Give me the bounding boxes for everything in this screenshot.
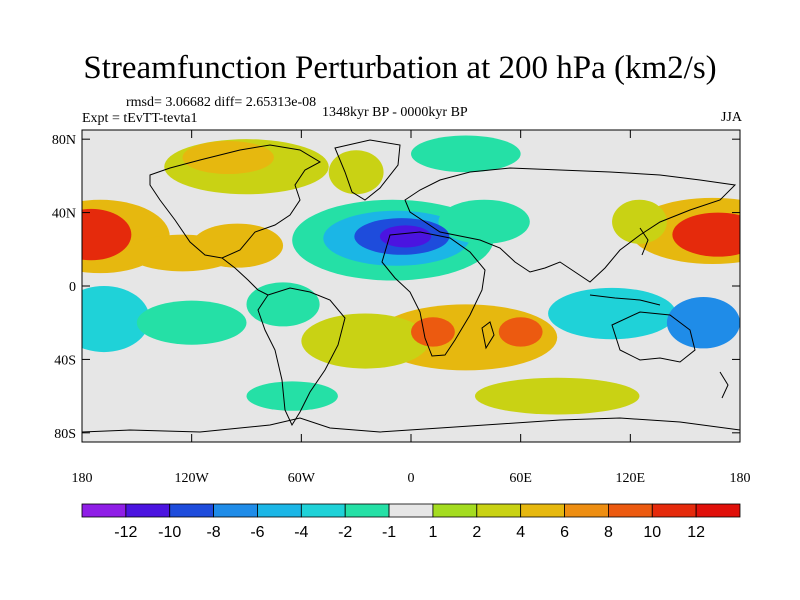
- lon-label: 0: [408, 471, 415, 486]
- lat-label: 40S: [54, 353, 76, 368]
- period-label: 1348kyr BP - 0000kyr BP: [322, 105, 468, 120]
- colorbar-label: -1: [382, 524, 396, 541]
- lon-label: 120W: [175, 471, 210, 486]
- anomaly-n-pacific-west: [82, 208, 132, 261]
- lon-label: 120E: [616, 471, 646, 486]
- colorbar-label: 4: [516, 524, 525, 541]
- colorbar-swatch: [81, 503, 127, 518]
- madagascar-coast: [481, 321, 495, 350]
- colorbar-swatch: [257, 503, 302, 518]
- antarctica-coast: [82, 417, 740, 433]
- colorbar-label: -8: [206, 524, 220, 541]
- anomaly-antarctic-east-low: [612, 408, 722, 439]
- eurasia-coast: [404, 167, 737, 283]
- anomaly-n-africa-low: [438, 199, 530, 244]
- colorbar-label: 1: [428, 524, 437, 541]
- indonesia-coast: [589, 294, 661, 306]
- new-zealand-coast: [719, 371, 729, 399]
- colorbar-label: -2: [338, 524, 352, 541]
- colorbar-label: 2: [472, 524, 481, 541]
- colorbar-label: 6: [560, 524, 569, 541]
- colorbar-swatch: [213, 503, 258, 518]
- south-america-coast: [257, 287, 346, 427]
- anomaly-mexico-high: [191, 223, 284, 268]
- colorbar-label: -6: [250, 524, 264, 541]
- coastlines: [82, 139, 740, 433]
- colorbar-label: 10: [643, 524, 661, 541]
- colorbar-swatch: [476, 503, 522, 518]
- anomaly-s-africa-high-west: [411, 317, 455, 347]
- anomaly-w-pacific-high: [672, 212, 740, 257]
- colorbar-label: -4: [294, 524, 308, 541]
- anomaly-europe-low: [411, 135, 521, 173]
- anomaly-s-pacific-low-mid: [136, 300, 247, 345]
- anomaly-australia-low: [666, 297, 740, 349]
- japan-coast: [639, 227, 649, 256]
- lon-label: 60E: [509, 471, 532, 486]
- colorbar-swatch: [520, 503, 565, 518]
- anomaly-e-asia-high: [612, 199, 667, 244]
- colorbar-swatch: [388, 503, 434, 518]
- experiment-label: Expt = tEvTT-tevta1: [82, 111, 198, 126]
- anomaly-south-atlantic-low: [246, 381, 338, 411]
- stats-text: rmsd= 3.06682 diff= 2.65313e-08: [126, 95, 317, 110]
- streamfunction-field: [82, 135, 740, 439]
- colorbar-swatch: [651, 503, 697, 518]
- colorbar: -12 -10 -8 -6 -4 -2 -1 1 2 4 6 8 10 12: [81, 503, 741, 541]
- anomaly-s-pacific-low-west: [82, 286, 150, 353]
- australia-coast: [611, 311, 696, 363]
- season-label: JJA: [720, 110, 742, 125]
- anomaly-greenland-high: [328, 150, 384, 195]
- anomaly-atlantic-low-core: [379, 225, 432, 248]
- colorbar-swatch: [432, 503, 478, 518]
- colorbar-label: 8: [604, 524, 613, 541]
- anomaly-antarctic-high: [474, 377, 640, 415]
- colorbar-swatch: [695, 503, 741, 518]
- colorbar-swatch: [344, 503, 390, 518]
- chart-title: Streamfunction Perturbation at 200 hPa (…: [83, 50, 717, 86]
- colorbar-swatch: [300, 503, 346, 518]
- lon-label: 180: [72, 471, 93, 486]
- lat-label: 40N: [52, 207, 76, 222]
- colorbar-swatch: [564, 503, 609, 518]
- north-america-coast: [149, 144, 322, 259]
- greenland-coast: [334, 139, 401, 201]
- anomaly-canada-high: [182, 141, 274, 175]
- anomaly-s-atlantic-high: [301, 313, 430, 369]
- lon-label: 60W: [288, 471, 316, 486]
- lat-label: 80S: [54, 427, 76, 442]
- anomaly-s-africa-high-east: [498, 317, 543, 347]
- central-america-coast: [221, 257, 269, 296]
- lon-label: 180: [730, 471, 751, 486]
- colorbar-label: -10: [158, 524, 181, 541]
- colorbar-swatch: [125, 503, 171, 518]
- lat-label: 0: [69, 280, 76, 295]
- colorbar-swatch: [608, 503, 653, 518]
- colorbar-label: -12: [114, 524, 137, 541]
- colorbar-label: 12: [687, 524, 705, 541]
- africa-coast: [381, 231, 486, 357]
- lat-label: 80N: [52, 133, 76, 148]
- colorbar-swatch: [169, 503, 215, 518]
- axes: 80N 40N 0 40S 80S 180 120W 60W 0 60E 120E 180: [52, 130, 751, 486]
